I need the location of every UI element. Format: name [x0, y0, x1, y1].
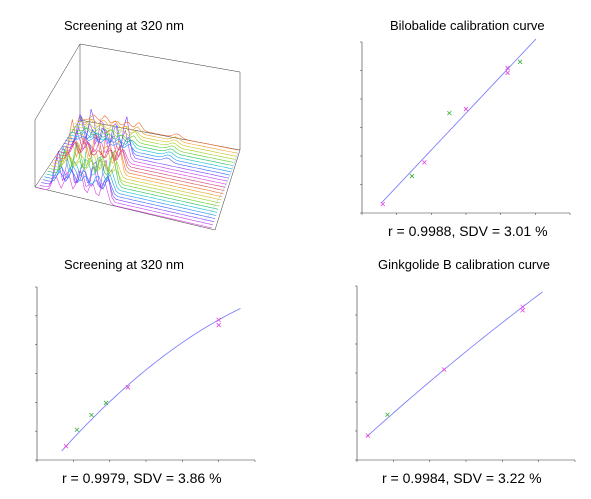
- title-bottom-left: Screening at 320 nm: [64, 257, 184, 272]
- data-point: [441, 367, 447, 372]
- data-point: [447, 110, 452, 116]
- trace-line: [74, 118, 236, 157]
- fit-line: [61, 308, 241, 452]
- trace-line: [50, 150, 221, 204]
- data-point: [63, 443, 69, 449]
- data-point: [103, 400, 109, 406]
- data-point: [365, 433, 371, 438]
- chart-bl: [35, 286, 256, 462]
- trace-line: [55, 119, 224, 194]
- data-point: [463, 106, 469, 112]
- trace-line: [53, 132, 223, 198]
- data-point: [505, 65, 510, 71]
- chart-tl-waterfall: [34, 43, 241, 231]
- trace-line: [44, 165, 217, 216]
- title-bottom-right: Ginkgolide B calibration curve: [378, 257, 550, 272]
- data-point: [125, 385, 131, 390]
- floor-front-edge: [34, 186, 216, 231]
- trace-line: [45, 146, 218, 213]
- trace-line: [73, 123, 235, 160]
- trace-line: [52, 153, 222, 201]
- data-point: [216, 322, 221, 328]
- trace-line: [71, 127, 234, 163]
- data-point: [74, 427, 80, 433]
- trace-line: [77, 114, 239, 151]
- trace-line: [37, 170, 213, 229]
- trace-line: [49, 141, 220, 207]
- stat-top-right: r = 0.9988, SDV = 3.01 %: [388, 223, 548, 239]
- trace-line: [58, 140, 226, 188]
- left-top-edge: [34, 43, 81, 121]
- data-point: [505, 70, 510, 76]
- trace-line: [60, 130, 227, 185]
- title-top-right: Bilobalide calibration curve: [390, 18, 545, 33]
- trace-line: [42, 169, 216, 219]
- trace-line: [76, 118, 238, 154]
- data-point: [380, 201, 386, 207]
- trace-line: [61, 119, 228, 182]
- chart-br: [355, 285, 576, 462]
- title-top-left: Screening at 320 nm: [64, 18, 184, 33]
- floor-right-edge: [214, 149, 241, 231]
- data-point: [385, 412, 390, 418]
- trace-line: [65, 115, 230, 176]
- data-point: [520, 308, 525, 313]
- stat-bottom-right: r = 0.9984, SDV = 3.22 %: [382, 470, 542, 486]
- baseline-curve: [199, 151, 239, 229]
- trace-line: [66, 135, 231, 173]
- trace-line: [69, 127, 233, 166]
- trace-line: [39, 151, 214, 226]
- stat-bottom-left: r = 0.9979, SDV = 3.86 %: [62, 470, 222, 486]
- data-point: [422, 160, 427, 165]
- back-top-edge: [79, 43, 241, 73]
- chart-tr: [360, 38, 571, 215]
- data-point: [216, 317, 221, 323]
- data-point: [520, 304, 525, 310]
- data-point: [409, 173, 415, 179]
- data-point: [517, 59, 523, 65]
- fit-line: [365, 291, 543, 438]
- trace-line: [63, 109, 229, 179]
- data-point: [89, 412, 94, 418]
- floor-left-edge: [34, 119, 81, 188]
- fit-line: [381, 38, 537, 203]
- trace-line: [68, 131, 232, 169]
